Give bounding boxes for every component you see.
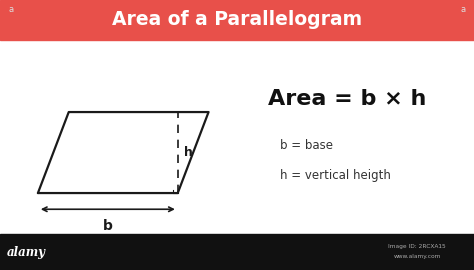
Text: a: a xyxy=(460,5,465,14)
Text: alamy: alamy xyxy=(7,245,46,259)
Text: h: h xyxy=(184,146,193,159)
Bar xyxy=(0,0,474,40)
Text: www.alamy.com: www.alamy.com xyxy=(393,254,441,259)
Text: h = vertical heigth: h = vertical heigth xyxy=(280,169,391,182)
Bar xyxy=(0,234,474,270)
Text: Image ID: 2RCXA15: Image ID: 2RCXA15 xyxy=(388,244,446,249)
Text: b = base: b = base xyxy=(280,139,333,152)
Text: b: b xyxy=(103,219,113,233)
Text: Area of a Parallelogram: Area of a Parallelogram xyxy=(112,11,362,29)
Text: a: a xyxy=(9,5,14,14)
Text: Area = b × h: Area = b × h xyxy=(268,89,426,109)
